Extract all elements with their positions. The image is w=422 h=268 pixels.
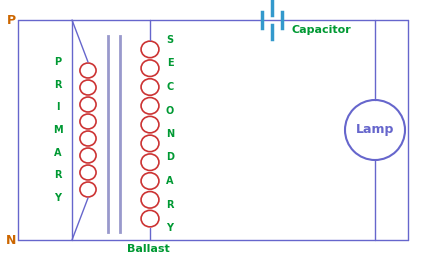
- Text: M: M: [53, 125, 63, 135]
- Text: N: N: [5, 233, 16, 247]
- Text: C: C: [166, 82, 173, 92]
- Text: P: P: [54, 57, 62, 67]
- Text: I: I: [56, 102, 60, 112]
- Text: R: R: [54, 80, 62, 90]
- Text: P: P: [7, 13, 16, 27]
- Text: E: E: [167, 58, 173, 69]
- Text: S: S: [166, 35, 173, 45]
- Text: O: O: [166, 106, 174, 116]
- Text: Ballast: Ballast: [127, 244, 169, 254]
- Text: R: R: [54, 170, 62, 180]
- Text: A: A: [166, 176, 174, 186]
- Text: A: A: [54, 148, 62, 158]
- Text: Y: Y: [54, 193, 62, 203]
- Text: N: N: [166, 129, 174, 139]
- Text: Capacitor: Capacitor: [292, 25, 352, 35]
- Text: D: D: [166, 152, 174, 162]
- Text: Lamp: Lamp: [356, 124, 394, 136]
- Text: Y: Y: [167, 223, 173, 233]
- Text: R: R: [166, 199, 174, 210]
